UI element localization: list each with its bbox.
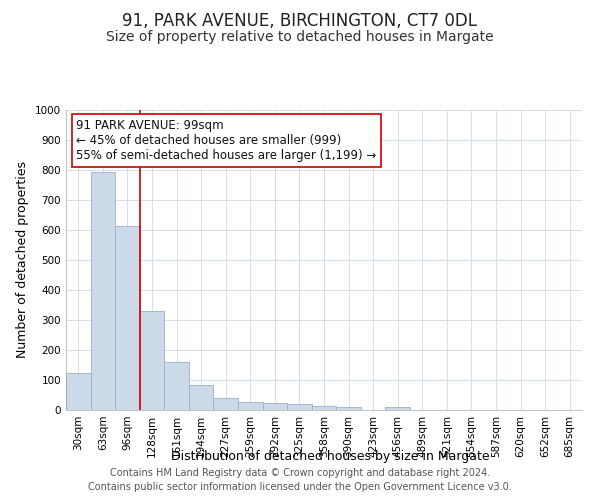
Bar — [164, 362, 189, 410]
Bar — [336, 407, 361, 410]
Bar — [263, 402, 287, 410]
Bar — [287, 404, 312, 410]
Bar — [115, 226, 140, 410]
Bar — [238, 402, 263, 410]
Bar — [140, 311, 164, 410]
Text: Contains HM Land Registry data © Crown copyright and database right 2024.: Contains HM Land Registry data © Crown c… — [110, 468, 490, 477]
Text: 91, PARK AVENUE, BIRCHINGTON, CT7 0DL: 91, PARK AVENUE, BIRCHINGTON, CT7 0DL — [122, 12, 478, 30]
Text: Size of property relative to detached houses in Margate: Size of property relative to detached ho… — [106, 30, 494, 44]
Bar — [91, 172, 115, 410]
Bar — [214, 398, 238, 410]
Bar — [312, 406, 336, 410]
Y-axis label: Number of detached properties: Number of detached properties — [16, 162, 29, 358]
Bar — [385, 407, 410, 410]
Bar — [189, 386, 214, 410]
Text: Contains public sector information licensed under the Open Government Licence v3: Contains public sector information licen… — [88, 482, 512, 492]
Bar — [66, 372, 91, 410]
Text: Distribution of detached houses by size in Margate: Distribution of detached houses by size … — [170, 450, 490, 463]
Text: 91 PARK AVENUE: 99sqm
← 45% of detached houses are smaller (999)
55% of semi-det: 91 PARK AVENUE: 99sqm ← 45% of detached … — [76, 119, 377, 162]
